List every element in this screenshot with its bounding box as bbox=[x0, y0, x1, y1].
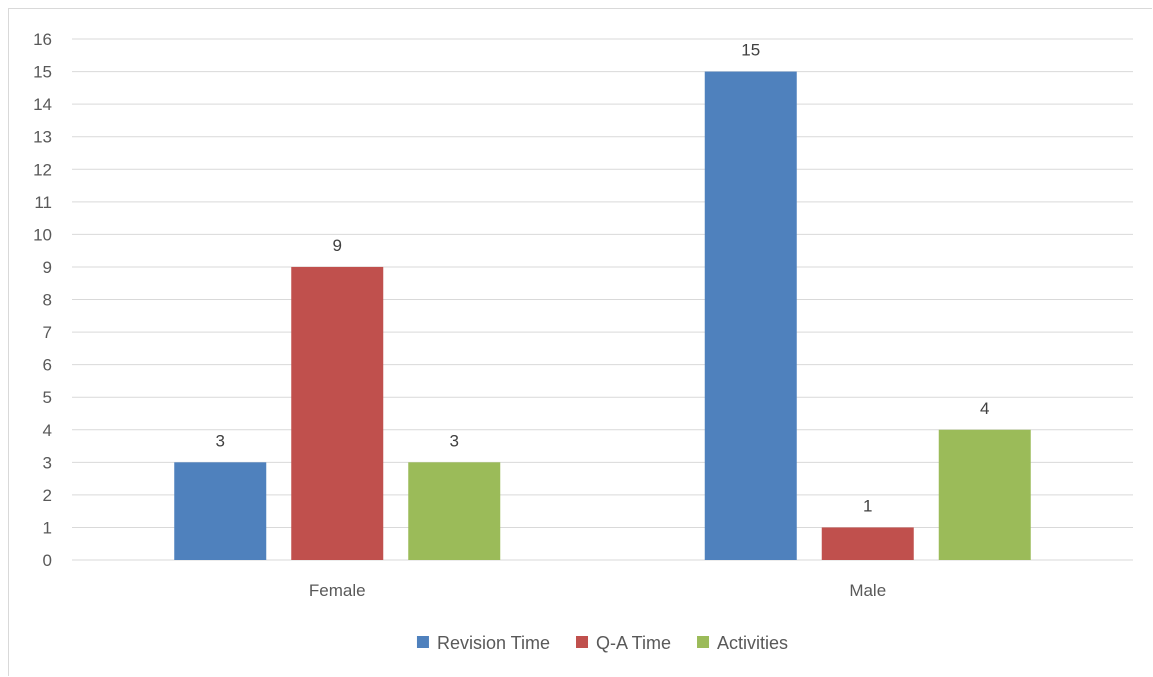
data-labels: 3 9 3 15 1 4 bbox=[216, 41, 990, 516]
legend-swatch bbox=[576, 636, 589, 648]
y-tick-label: 0 bbox=[43, 551, 52, 570]
y-tick-label: 3 bbox=[43, 453, 52, 472]
data-label: 3 bbox=[450, 431, 459, 450]
y-tick-label: 11 bbox=[34, 193, 52, 212]
legend-swatch bbox=[416, 636, 429, 648]
y-tick-label: 15 bbox=[33, 63, 52, 82]
y-tick-label: 5 bbox=[43, 388, 52, 407]
y-tick-label: 2 bbox=[43, 486, 52, 505]
y-tick-label: 1 bbox=[43, 518, 52, 537]
data-label: 3 bbox=[216, 431, 225, 450]
y-tick-label: 12 bbox=[33, 160, 52, 179]
x-axis-category-labels: Female Male bbox=[309, 581, 886, 600]
data-label: 1 bbox=[863, 496, 872, 515]
y-tick-label: 10 bbox=[33, 225, 52, 244]
y-tick-label: 14 bbox=[33, 95, 52, 114]
legend-label: Activities bbox=[717, 633, 788, 653]
x-category-label: Female bbox=[309, 581, 366, 600]
legend-label: Q-A Time bbox=[596, 633, 671, 653]
y-tick-label: 4 bbox=[43, 421, 52, 440]
chart-container bbox=[8, 8, 1152, 676]
bar-female-revision-time bbox=[174, 462, 267, 560]
data-label: 9 bbox=[333, 236, 342, 255]
data-label: 4 bbox=[980, 399, 989, 418]
bar-male-q-a-time bbox=[821, 527, 914, 560]
bar-female-activities bbox=[408, 462, 501, 560]
y-tick-label: 9 bbox=[43, 258, 52, 277]
y-tick-label: 6 bbox=[43, 356, 52, 375]
legend: Revision Time Q-A Time Activities bbox=[416, 633, 788, 653]
y-tick-label: 7 bbox=[43, 323, 52, 342]
legend-swatch bbox=[697, 636, 710, 648]
gridlines bbox=[72, 38, 1133, 561]
bar-male-revision-time bbox=[704, 71, 797, 560]
legend-label: Revision Time bbox=[437, 633, 550, 653]
x-category-label: Male bbox=[849, 581, 886, 600]
y-tick-label: 16 bbox=[33, 30, 52, 49]
y-tick-label: 8 bbox=[43, 291, 52, 310]
bar-female-q-a-time bbox=[291, 266, 384, 560]
bars bbox=[174, 71, 1031, 560]
data-label: 15 bbox=[741, 41, 760, 60]
bar-male-activities bbox=[938, 429, 1031, 560]
y-tick-label: 13 bbox=[33, 128, 52, 147]
